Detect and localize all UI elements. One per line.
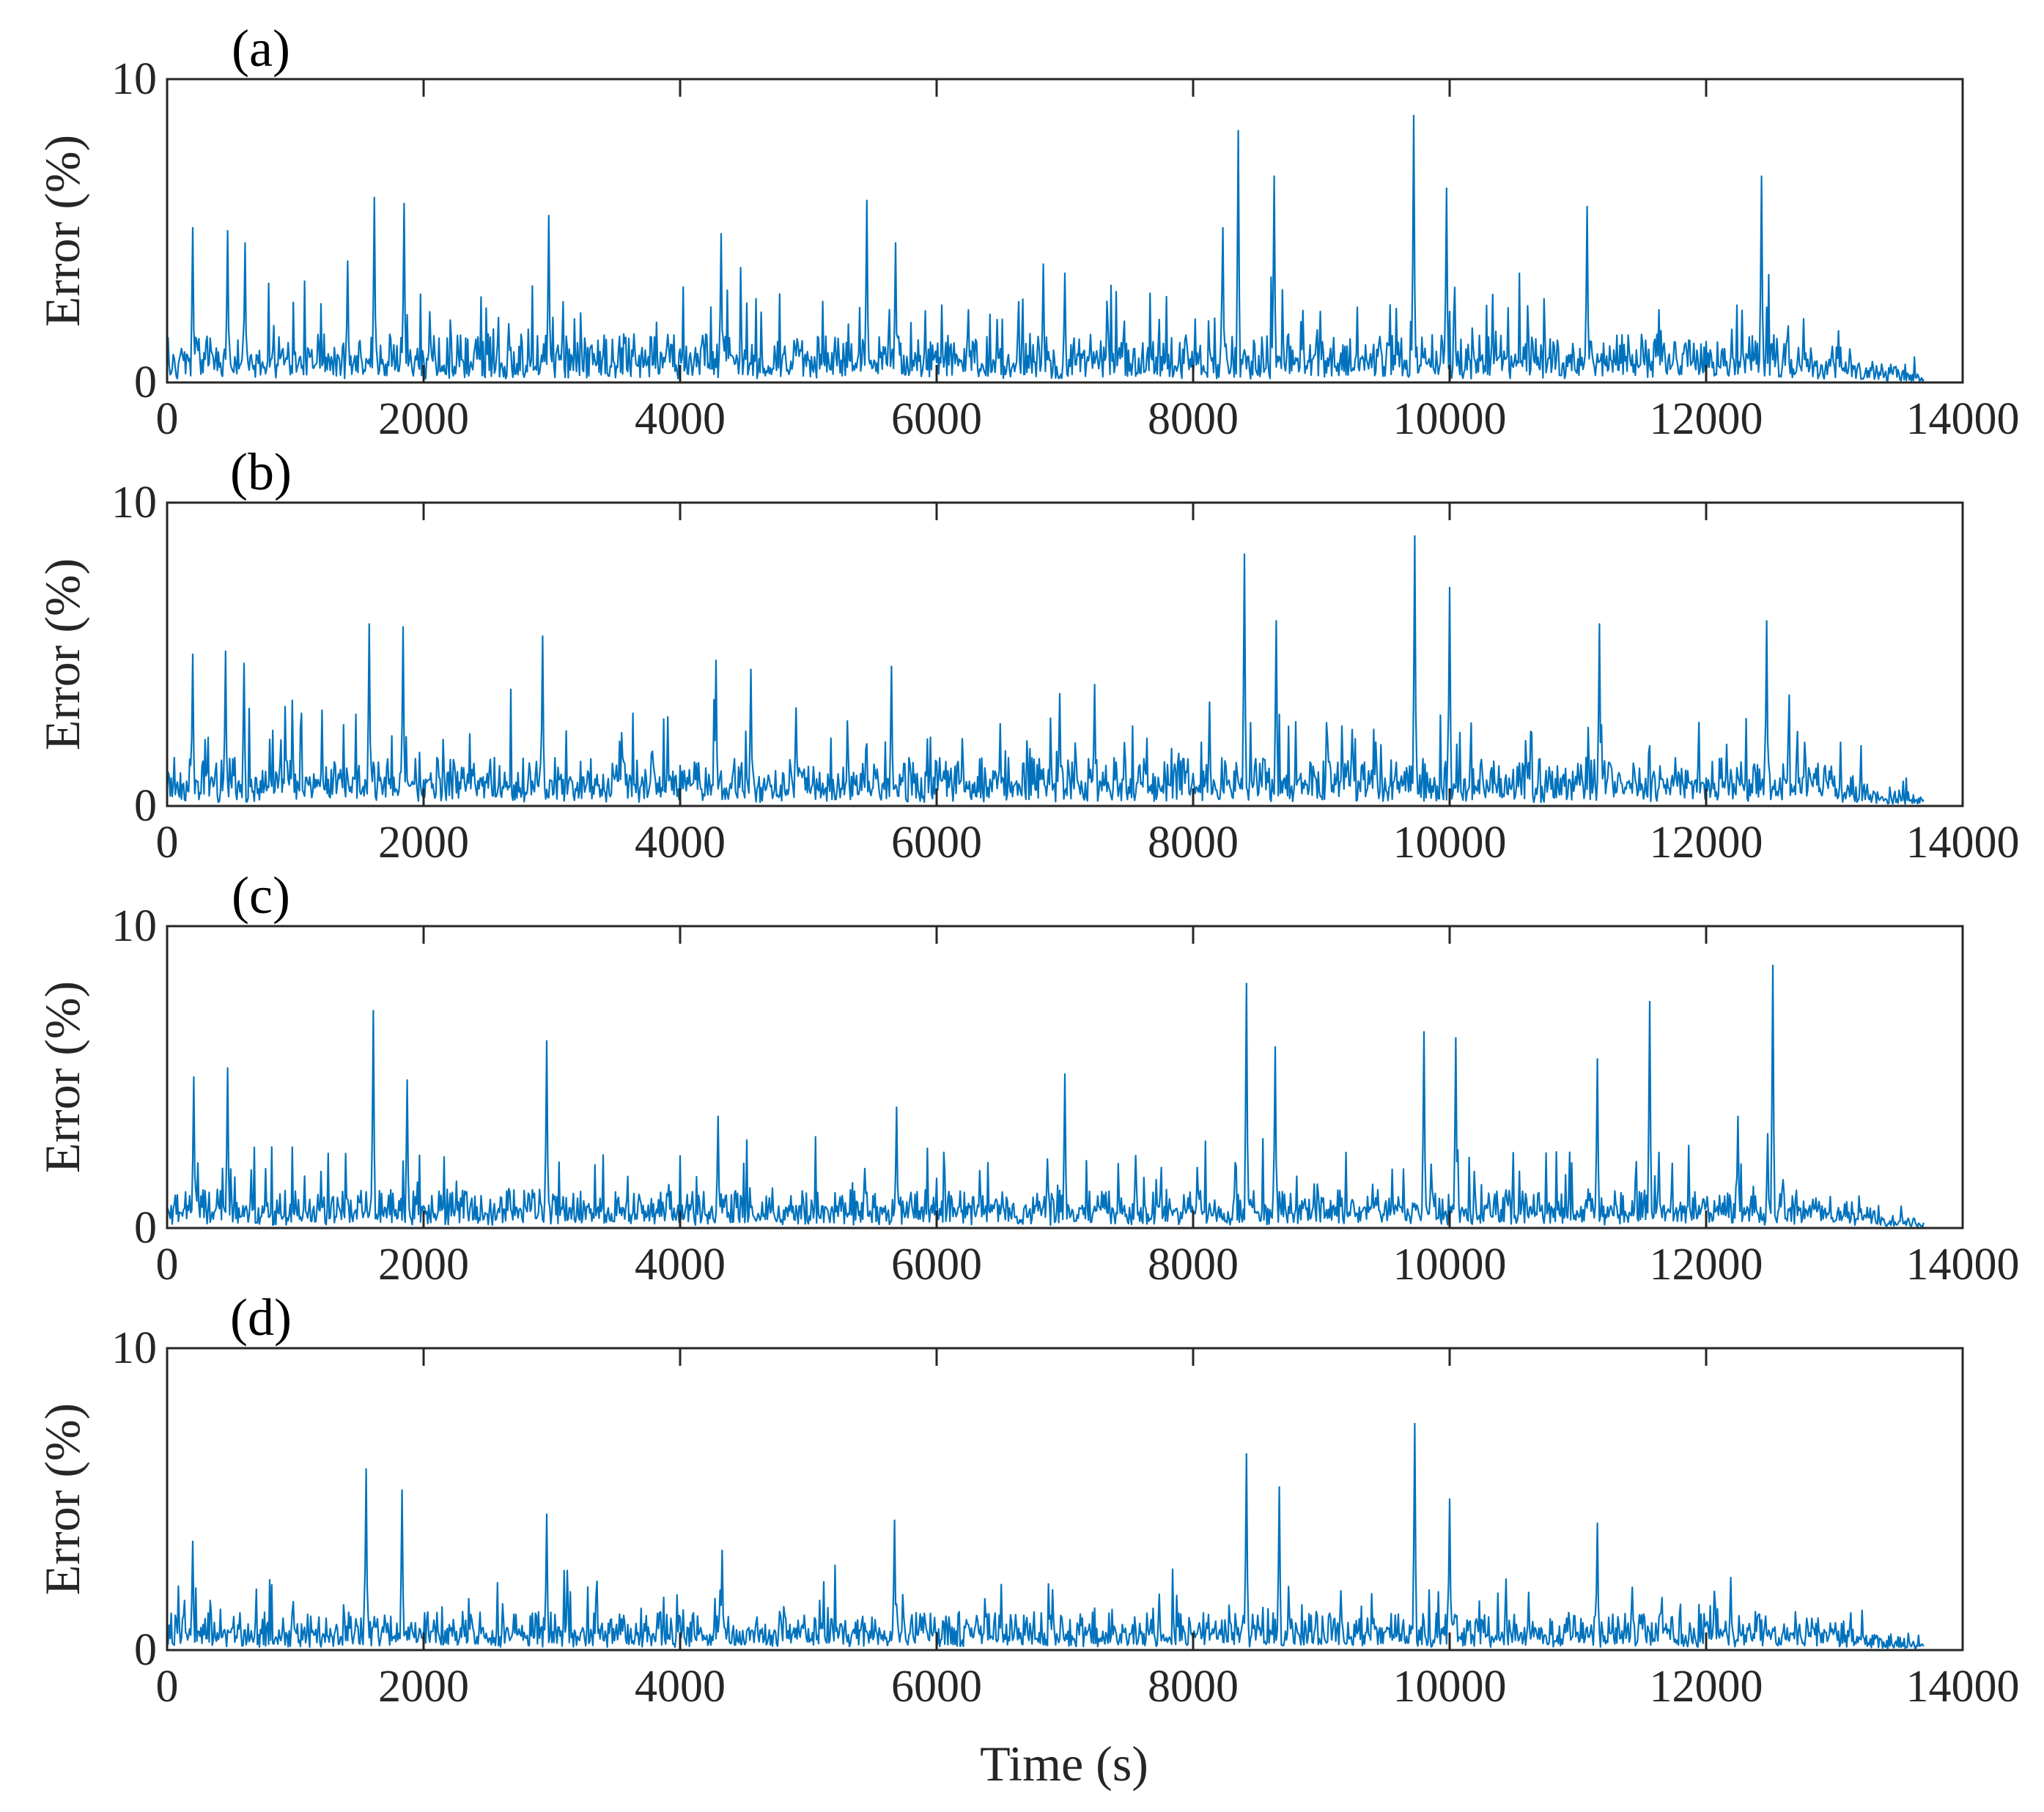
panel-b: 0 2000 4000 6000 8000 10000 12000 14000 0 10 Error… bbox=[34, 443, 2020, 868]
x-tick-label: 0 bbox=[156, 1240, 179, 1290]
x-tick-label: 12000 bbox=[1650, 1240, 1763, 1290]
x-tick-label: 4000 bbox=[635, 394, 726, 444]
panel-label: (c) bbox=[232, 866, 290, 925]
x-tick-label: 4000 bbox=[635, 1240, 726, 1290]
y-tick-label: 0 bbox=[134, 358, 157, 407]
x-tick-label: 8000 bbox=[1148, 818, 1239, 868]
x-tick-label: 4000 bbox=[635, 818, 726, 868]
x-tick-label: 6000 bbox=[891, 818, 982, 868]
y-tick-label: 10 bbox=[111, 54, 157, 104]
x-axis-title: Time (s) bbox=[980, 1736, 1148, 1791]
plot-frame bbox=[166, 925, 1964, 1229]
x-tick-label: 6000 bbox=[891, 394, 982, 444]
plot-frame bbox=[166, 78, 1964, 384]
y-tick-label: 0 bbox=[134, 1625, 157, 1675]
x-tick-label: 4000 bbox=[635, 1662, 726, 1712]
x-tick-label: 8000 bbox=[1148, 1240, 1239, 1290]
x-tick-label: 2000 bbox=[378, 1662, 469, 1712]
x-tick-label: 12000 bbox=[1650, 818, 1763, 868]
error-series-line bbox=[166, 114, 1925, 382]
y-axis-title: Error (%) bbox=[34, 135, 90, 327]
error-series-line bbox=[166, 1422, 1925, 1650]
x-tick-label: 14000 bbox=[1906, 394, 2020, 444]
x-tick-label: 10000 bbox=[1393, 1240, 1507, 1290]
x-tick-label: 10000 bbox=[1393, 818, 1507, 868]
panel-label: (a) bbox=[232, 19, 290, 78]
x-tick-label: 0 bbox=[156, 818, 179, 868]
error-series-line bbox=[166, 964, 1925, 1228]
x-tick-label: 2000 bbox=[378, 818, 469, 868]
error-series-line bbox=[166, 535, 1925, 805]
panels: 0 2000 4000 6000 8000 10000 12000 14000010Error… bbox=[34, 19, 2020, 1712]
x-tick-label: 2000 bbox=[378, 394, 469, 444]
y-tick-label: 10 bbox=[111, 1323, 157, 1373]
panel-c: 0 2000 4000 6000 8000 10000 12000 14000 0 10 Error… bbox=[34, 866, 2020, 1290]
x-tick-label: 0 bbox=[156, 394, 179, 444]
panel-label: (d) bbox=[230, 1288, 292, 1347]
x-tick-label: 8000 bbox=[1148, 1662, 1239, 1712]
y-tick-label: 10 bbox=[111, 478, 157, 528]
panel-d: 0 2000 4000 6000 8000 10000 12000 14000 0 10 Error… bbox=[34, 1288, 2020, 1712]
x-tick-label: 6000 bbox=[891, 1662, 982, 1712]
plot-frame bbox=[166, 1347, 1964, 1652]
x-tick-label: 2000 bbox=[378, 1240, 469, 1290]
x-tick-label: 12000 bbox=[1650, 1662, 1763, 1712]
plot-frame bbox=[166, 501, 1964, 807]
y-axis-title: Error (%) bbox=[34, 1403, 90, 1595]
panel-label: (b) bbox=[230, 443, 292, 501]
x-tick-label: 14000 bbox=[1906, 818, 2020, 868]
x-tick-label: 14000 bbox=[1906, 1240, 2020, 1290]
x-tick-label: 14000 bbox=[1906, 1662, 2020, 1712]
y-tick-label: 0 bbox=[134, 1203, 157, 1253]
x-tick-label: 0 bbox=[156, 1662, 179, 1712]
x-tick-label: 12000 bbox=[1650, 394, 1763, 444]
y-tick-label: 0 bbox=[134, 781, 157, 831]
y-axis-title: Error (%) bbox=[34, 981, 90, 1173]
panel-a: 0 2000 4000 6000 8000 10000 12000 14000 0 10 Error… bbox=[34, 19, 2020, 444]
x-tick-label: 6000 bbox=[891, 1240, 982, 1290]
y-tick-label: 10 bbox=[111, 901, 157, 951]
x-tick-label: 8000 bbox=[1148, 394, 1239, 444]
x-tick-label: 10000 bbox=[1393, 1662, 1507, 1712]
y-axis-title: Error (%) bbox=[34, 558, 90, 750]
x-tick-label: 10000 bbox=[1393, 394, 1507, 444]
